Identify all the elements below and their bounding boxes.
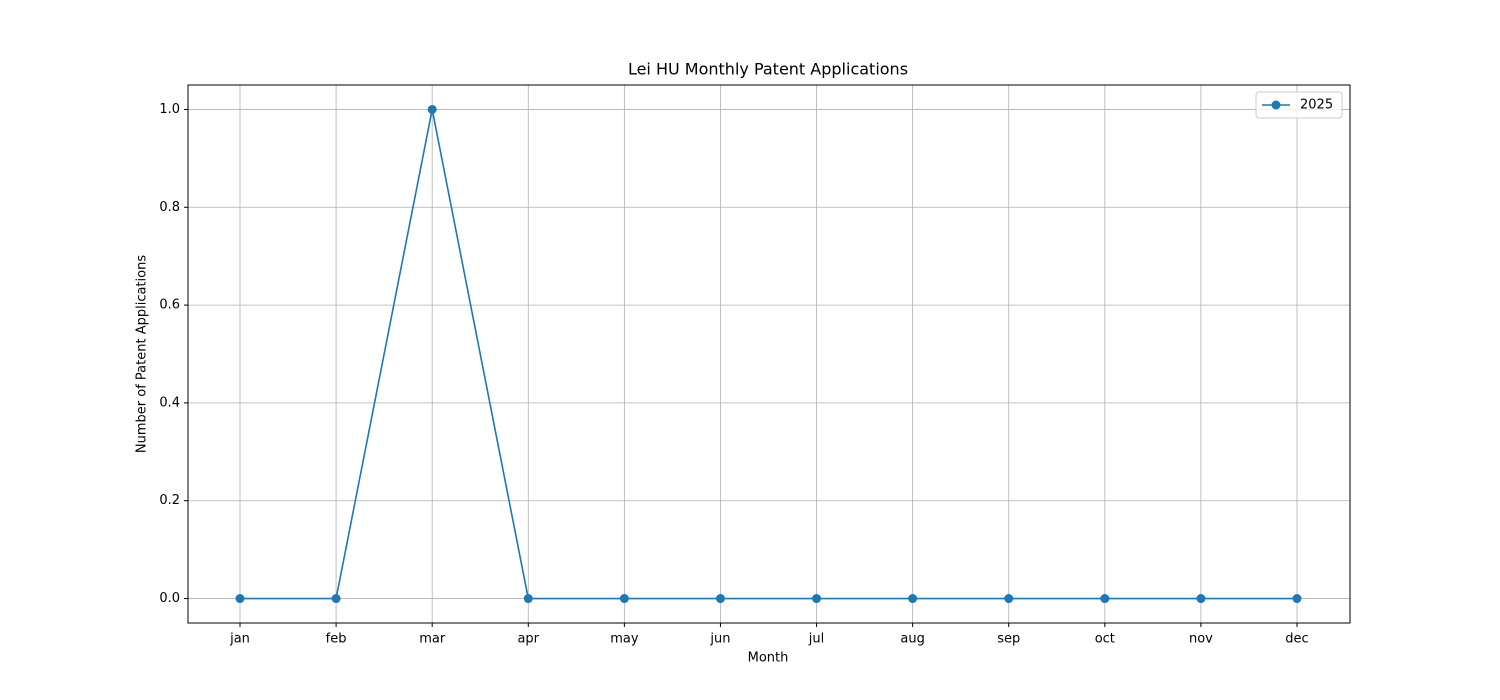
x-tick-label: dec: [1285, 632, 1308, 647]
marker: [428, 105, 437, 114]
x-tick-label: jul: [808, 632, 824, 647]
x-tick-label: oct: [1095, 632, 1115, 647]
x-tick-label: mar: [419, 632, 446, 647]
legend-label: 2025: [1300, 98, 1333, 113]
x-tick-label: aug: [900, 632, 924, 647]
marker: [1100, 594, 1109, 603]
marker: [524, 594, 533, 603]
marker: [1004, 594, 1013, 603]
y-tick-label: 0.2: [159, 493, 180, 508]
x-tick-label: sep: [997, 632, 1020, 647]
x-axis-label: Month: [748, 651, 789, 666]
y-axis-label: Number of Patent Applications: [135, 255, 150, 453]
x-tick-label: feb: [326, 632, 347, 647]
marker: [332, 594, 341, 603]
marker: [1196, 594, 1205, 603]
y-tick-label: 0.4: [159, 395, 180, 410]
legend-marker: [1272, 101, 1281, 110]
chart-title: Lei HU Monthly Patent Applications: [628, 60, 908, 79]
x-tick-label: apr: [517, 632, 539, 647]
y-tick-label: 0.0: [159, 591, 180, 606]
y-tick-label: 1.0: [159, 102, 180, 117]
page: Lei HU Monthly Patent Applications Month…: [0, 0, 1500, 700]
y-tick-label: 0.6: [159, 298, 180, 313]
marker: [812, 594, 821, 603]
marker: [908, 594, 917, 603]
marker: [236, 594, 245, 603]
marker: [716, 594, 725, 603]
marker: [1293, 594, 1302, 603]
marker: [620, 594, 629, 603]
y-tick-label: 0.8: [159, 200, 180, 215]
x-tick-label: jun: [709, 632, 730, 647]
x-tick-label: nov: [1189, 632, 1213, 647]
x-tick-label: may: [610, 632, 639, 647]
chart: Lei HU Monthly Patent Applications Month…: [0, 0, 1500, 700]
x-tick-label: jan: [229, 632, 250, 647]
